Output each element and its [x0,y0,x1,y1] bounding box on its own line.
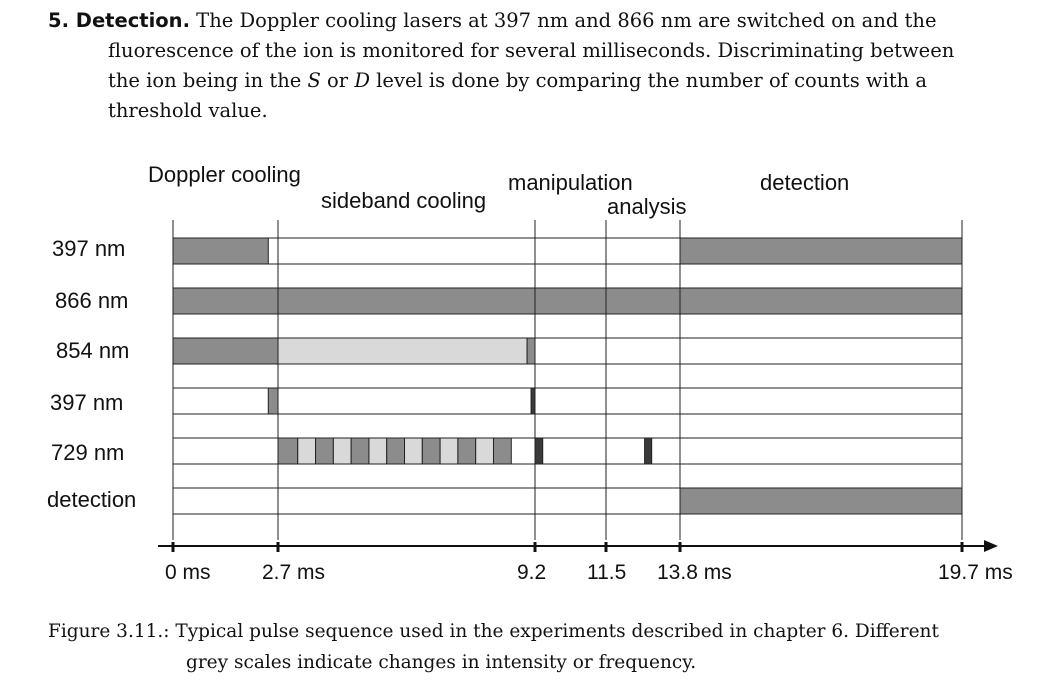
pulse-row2-3 [172,337,279,365]
phase-label-analysis: analysis [607,194,686,219]
pulse-row4-8 [277,437,299,465]
caption-label: Figure 3.11.: [48,621,170,642]
pulse-row2-5 [526,337,536,365]
pulse-row3-7 [530,387,536,415]
paragraph-line-3: the ion being in the S or D level is don… [108,69,928,92]
symbol-d: D [354,69,370,92]
pulse-sequence-diagram: Doppler cooling sideband cooling manipul… [47,162,1013,584]
figure-caption: Figure 3.11.: Typical pulse sequence use… [48,616,1028,678]
pulse-row2-4 [277,337,528,365]
phase-label-detection: detection [760,170,849,195]
row-label-854nm: 854 nm [56,338,129,363]
pulse-row4-20 [492,437,512,465]
paragraph-heading: 5. Detection. [48,9,190,32]
pulse-row4-12 [350,437,370,465]
pulse-row0-0 [172,237,269,265]
pulse-row4-21 [534,437,544,465]
tick-label-19.7ms: 19.7 ms [938,561,1013,584]
tick-label-9.2: 9.2 [517,561,546,584]
phase-label-sideband-cooling: sideband cooling [321,188,486,213]
pulse-row4-16 [421,437,441,465]
caption-line-1: Figure 3.11.: Typical pulse sequence use… [48,621,939,642]
tick-label-13.8ms: 13.8 ms [657,561,732,584]
tick-label-11.5: 11.5 [587,561,626,584]
tick-label-0ms: 0 ms [165,561,211,584]
pulse-row4-10 [315,437,334,465]
detection-paragraph: 5. Detection. The Doppler cooling lasers… [48,6,1026,126]
pulse-row4-11 [332,437,352,465]
pulse-row4-9 [297,437,317,465]
phase-label-manipulation: manipulation [508,170,633,195]
row-label-397nm-second: 397 nm [50,390,123,415]
paragraph-line-1: 5. Detection. The Doppler cooling lasers… [48,9,937,32]
axis-arrowhead [984,540,998,552]
pulse-row5-23 [679,487,963,515]
time-axis: 0 ms 2.7 ms 9.2 11.5 13.8 ms 19.7 ms [158,540,1013,584]
pulse-row3-6 [267,387,279,415]
tick-label-2.7ms: 2.7 ms [262,561,325,584]
pulse-row4-18 [457,437,477,465]
row-label-729nm: 729 nm [51,440,124,465]
phase-label-doppler-cooling: Doppler cooling [148,162,301,187]
caption-line-2: grey scales indicate changes in intensit… [186,652,697,673]
paragraph-line-2: fluorescence of the ion is monitored for… [108,39,955,62]
row-frame-397nm-second [172,387,963,415]
row-label-866nm: 866 nm [55,288,128,313]
pulse-row4-15 [404,437,423,465]
pulse-row4-13 [368,437,388,465]
pulse-row4-22 [644,437,653,465]
pulse-row0-1 [679,237,963,265]
symbol-s: S [307,69,321,92]
paragraph-line-4: threshold value. [108,99,268,122]
pulse-row4-19 [475,437,494,465]
row-label-397nm: 397 nm [52,236,125,261]
pulse-row4-17 [439,437,459,465]
pulse-row4-14 [386,437,406,465]
pulse-row1-2 [172,287,963,315]
row-label-detection: detection [47,487,136,512]
